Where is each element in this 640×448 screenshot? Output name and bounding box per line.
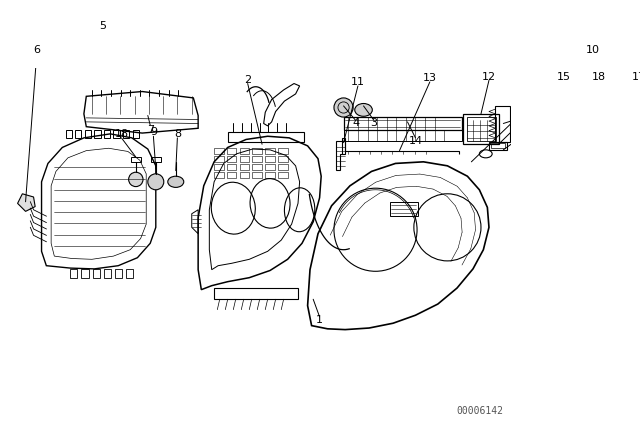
- Bar: [227, 148, 237, 154]
- Bar: [265, 156, 275, 162]
- Bar: [278, 148, 287, 154]
- Text: 14: 14: [408, 136, 422, 146]
- Bar: [214, 164, 224, 170]
- Text: 18: 18: [115, 129, 129, 139]
- Bar: [227, 156, 237, 162]
- Text: 11: 11: [351, 77, 365, 87]
- Bar: [214, 156, 224, 162]
- Ellipse shape: [355, 103, 372, 116]
- Bar: [65, 130, 72, 138]
- Text: 12: 12: [482, 72, 496, 82]
- Bar: [240, 156, 249, 162]
- Text: 17: 17: [632, 72, 640, 82]
- Circle shape: [129, 172, 143, 187]
- Text: 3: 3: [371, 118, 378, 129]
- Bar: [463, 114, 499, 144]
- Bar: [265, 172, 275, 178]
- Bar: [104, 269, 111, 279]
- Text: 6: 6: [33, 45, 40, 55]
- Bar: [151, 157, 161, 162]
- Text: 1: 1: [316, 315, 323, 325]
- Bar: [252, 172, 262, 178]
- Bar: [344, 117, 462, 130]
- Text: 7: 7: [147, 125, 154, 135]
- Bar: [214, 148, 224, 154]
- Text: 8: 8: [174, 129, 181, 139]
- Bar: [491, 143, 505, 148]
- Bar: [265, 164, 275, 170]
- Bar: [495, 106, 509, 142]
- Bar: [489, 142, 506, 150]
- Bar: [104, 130, 110, 138]
- Text: 10: 10: [586, 45, 600, 55]
- Bar: [115, 269, 122, 279]
- Bar: [278, 156, 287, 162]
- Bar: [81, 269, 89, 279]
- Bar: [278, 164, 287, 170]
- Bar: [228, 132, 303, 142]
- Bar: [123, 130, 129, 138]
- Bar: [390, 202, 418, 216]
- Bar: [131, 157, 141, 162]
- Bar: [126, 269, 133, 279]
- Text: 9: 9: [150, 127, 157, 137]
- Polygon shape: [17, 194, 35, 211]
- Bar: [75, 130, 81, 138]
- Bar: [70, 269, 77, 279]
- Circle shape: [334, 98, 353, 117]
- Text: 00006142: 00006142: [456, 406, 503, 416]
- Bar: [227, 172, 237, 178]
- Bar: [467, 117, 496, 141]
- Bar: [252, 148, 262, 154]
- Bar: [240, 172, 249, 178]
- Bar: [214, 172, 224, 178]
- Bar: [252, 156, 262, 162]
- Bar: [240, 164, 249, 170]
- Text: 13: 13: [423, 73, 437, 83]
- Text: 15: 15: [557, 72, 571, 82]
- Text: 2: 2: [244, 75, 252, 85]
- Bar: [344, 130, 462, 141]
- Bar: [240, 148, 249, 154]
- Bar: [84, 130, 91, 138]
- Text: 5: 5: [99, 21, 106, 31]
- Circle shape: [148, 174, 164, 190]
- Bar: [93, 269, 100, 279]
- Bar: [94, 130, 100, 138]
- Bar: [252, 164, 262, 170]
- Bar: [227, 164, 237, 170]
- Bar: [265, 148, 275, 154]
- Ellipse shape: [168, 176, 184, 187]
- Text: 4: 4: [352, 118, 359, 129]
- Bar: [132, 130, 139, 138]
- Bar: [278, 172, 287, 178]
- Bar: [113, 130, 120, 138]
- Bar: [214, 288, 298, 299]
- Text: 18: 18: [592, 72, 606, 82]
